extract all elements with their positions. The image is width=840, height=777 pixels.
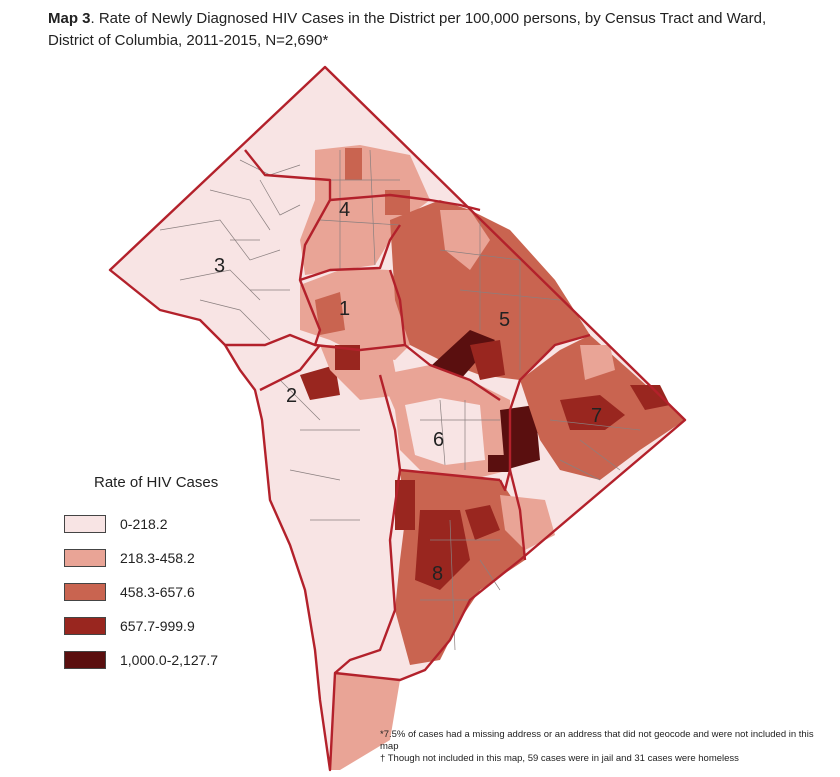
map-title-line2: District of Columbia, 2011-2015, N=2,690… (48, 32, 329, 49)
legend-label: 657.7-999.9 (120, 618, 195, 634)
ward-5-dark2 (470, 340, 505, 380)
ward-label-2: 2 (286, 385, 297, 407)
legend-label: 1,000.0-2,127.7 (120, 652, 219, 668)
legend-item: 0-218.2 (64, 507, 218, 541)
ward-label-7: 7 (591, 405, 602, 427)
map-number: Map 3 (48, 10, 91, 27)
footnote-jail-homeless: † Though not included in this map, 59 ca… (380, 753, 739, 764)
ward-8-dark2 (465, 505, 500, 540)
ward-label-4: 4 (339, 199, 350, 221)
legend-swatch (64, 617, 106, 635)
ward-8-left (395, 480, 415, 530)
ward-6-dark (488, 455, 510, 472)
legend-label: 0-218.2 (120, 516, 168, 532)
ward-label-1: 1 (339, 298, 350, 320)
map-title: Map 3. Rate of Newly Diagnosed HIV Cases… (48, 8, 808, 52)
ward-label-5: 5 (499, 309, 510, 331)
legend-item: 657.7-999.9 (64, 609, 218, 643)
ward-boundaries (108, 65, 687, 772)
legend-swatch (64, 651, 106, 669)
legend-item: 458.3-657.6 (64, 575, 218, 609)
ward-8-dark (415, 510, 470, 590)
ward-2-tract (335, 345, 360, 370)
legend-title: Rate of HIV Cases (94, 474, 219, 491)
footnotes: *7.5% of cases had a missing address or … (380, 729, 830, 765)
ward-6-light (405, 398, 485, 465)
legend-item: 218.3-458.2 (64, 541, 218, 575)
legend-label: 458.3-657.6 (120, 584, 195, 600)
ward-7-dark2 (630, 385, 670, 410)
legend-swatch (64, 549, 106, 567)
map-title-text: . Rate of Newly Diagnosed HIV Cases in t… (90, 10, 767, 27)
southern-tail (330, 673, 400, 770)
ward-label-6: 6 (433, 429, 444, 451)
ward-5-verydark (432, 330, 495, 380)
ward-4-dark-tract2 (385, 190, 410, 215)
footnote-missing-address: *7.5% of cases had a missing address or … (380, 729, 814, 752)
legend-item: 1,000.0-2,127.7 (64, 643, 218, 677)
legend-swatch (64, 515, 106, 533)
tract-lines (159, 149, 641, 651)
ward-7-light (580, 345, 615, 380)
ward-4-dark-tract (345, 148, 362, 180)
legend-swatch (64, 583, 106, 601)
ward-1-dark (315, 292, 345, 335)
ward-2-dark (300, 365, 340, 400)
ward-label-8: 8 (432, 563, 443, 585)
legend-label: 218.3-458.2 (120, 550, 195, 566)
ward-5-area (390, 200, 590, 380)
ward-1-area (300, 268, 410, 360)
ward-8-light (500, 495, 555, 550)
ward-7-dark (560, 395, 625, 430)
legend: Rate of HIV Cases 0-218.2 218.3-458.2 45… (64, 474, 218, 677)
ward-label-3: 3 (214, 255, 225, 277)
ward-4-area (300, 145, 430, 275)
